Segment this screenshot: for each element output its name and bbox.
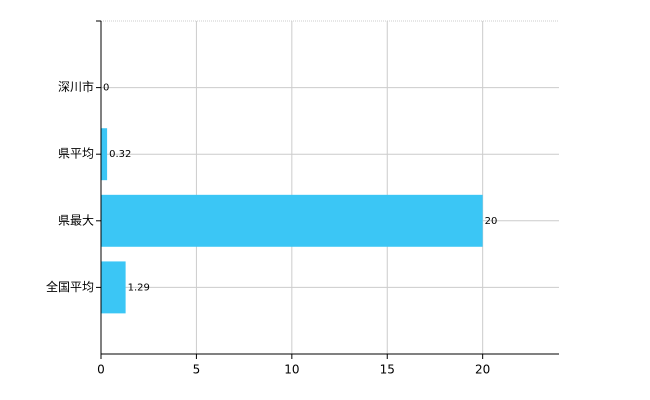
x-tick-label: 5	[193, 363, 201, 377]
y-tick-label: 県平均	[58, 147, 94, 161]
value-label: 1.29	[128, 282, 150, 293]
value-label: 0.32	[109, 149, 131, 160]
bar	[101, 261, 126, 314]
bar	[101, 194, 483, 247]
x-tick-label: 20	[475, 363, 490, 377]
x-tick-label: 15	[380, 363, 395, 377]
x-tick-label: 0	[97, 363, 105, 377]
bar	[101, 128, 108, 181]
y-tick-label: 県最大	[58, 213, 94, 227]
x-tick-label: 10	[284, 363, 299, 377]
value-label: 0	[103, 83, 109, 94]
value-label: 20	[485, 216, 498, 227]
y-tick-label: 深川市	[58, 79, 94, 94]
y-tick-label: 全国平均	[46, 279, 94, 294]
